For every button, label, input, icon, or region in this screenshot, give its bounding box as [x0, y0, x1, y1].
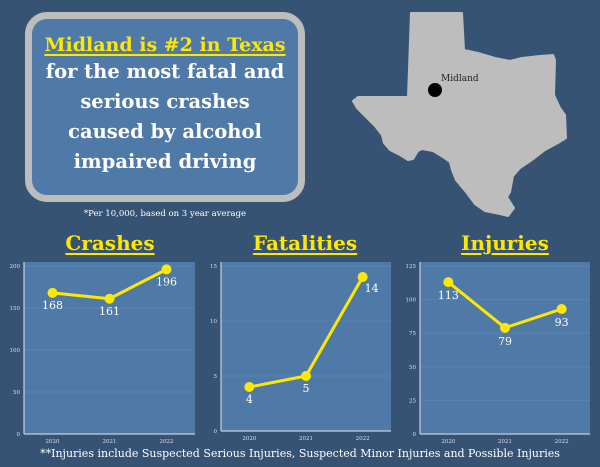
x-tick-label: 2020 [242, 436, 256, 442]
data-point [161, 264, 172, 275]
data-point [47, 287, 58, 298]
x-tick-label: 2020 [441, 439, 455, 445]
body-line: serious crashes [80, 90, 250, 113]
data-label: 168 [42, 299, 63, 312]
y-tick-label: 75 [409, 331, 416, 337]
y-tick-label: 200 [10, 264, 21, 270]
headline-box: Midland is #2 in Texas for the most fata… [25, 12, 305, 202]
headline-body: for the most fatal and serious crashes c… [32, 57, 298, 177]
chart-title-injuries: Injuries [461, 231, 549, 255]
plot-area [221, 262, 391, 431]
data-label: 5 [303, 382, 310, 395]
y-tick-label: 5 [214, 374, 218, 380]
data-label: 93 [555, 316, 569, 329]
x-tick-label: 2022 [555, 439, 569, 445]
data-point [556, 304, 567, 315]
chart-title-fatalities: Fatalities [252, 231, 358, 255]
data-point [500, 322, 510, 333]
injuries-note: **Injuries include Suspected Serious Inj… [40, 447, 560, 460]
x-tick-label: 2022 [160, 439, 174, 445]
footnote: *Per 10,000, based on 3 year average [83, 209, 247, 219]
midland-label: Midland [441, 74, 479, 84]
y-tick-label: 0 [413, 432, 417, 438]
y-tick-label: 25 [409, 398, 416, 404]
y-tick-label: 10 [210, 319, 217, 325]
y-tick-label: 150 [10, 306, 21, 312]
data-label: 14 [365, 282, 379, 295]
data-label: 4 [246, 393, 253, 406]
texas-map: Midland [352, 12, 567, 217]
y-tick-label: 125 [406, 264, 417, 270]
data-label: 113 [438, 289, 459, 302]
x-tick-label: 2022 [356, 436, 370, 442]
body-line: impaired driving [73, 150, 257, 173]
data-point [443, 277, 454, 288]
y-tick-label: 50 [13, 390, 20, 396]
x-tick-label: 2021 [299, 436, 313, 442]
data-point [244, 382, 255, 392]
body-line: caused by alcohol [68, 120, 262, 143]
data-label: 161 [99, 305, 120, 318]
midland-marker [428, 83, 442, 97]
body-line: for the most fatal and [45, 60, 285, 83]
data-label: 196 [156, 275, 177, 288]
y-tick-label: 15 [210, 264, 217, 270]
x-tick-label: 2021 [498, 439, 512, 445]
data-point [357, 272, 368, 282]
y-tick-label: 0 [214, 429, 218, 435]
data-point [301, 371, 311, 381]
y-tick-label: 100 [10, 348, 21, 354]
x-tick-label: 2021 [103, 439, 117, 445]
y-tick-label: 100 [406, 298, 417, 304]
headline: Midland is #2 in Texas [44, 34, 286, 56]
plot-area [420, 262, 590, 434]
y-tick-label: 50 [409, 365, 416, 371]
y-tick-label: 0 [17, 432, 21, 438]
x-tick-label: 2020 [46, 439, 60, 445]
chart-title-crashes: Crashes [65, 231, 155, 255]
data-point [104, 293, 115, 304]
data-label: 79 [498, 335, 512, 348]
texas-shape [352, 12, 567, 217]
